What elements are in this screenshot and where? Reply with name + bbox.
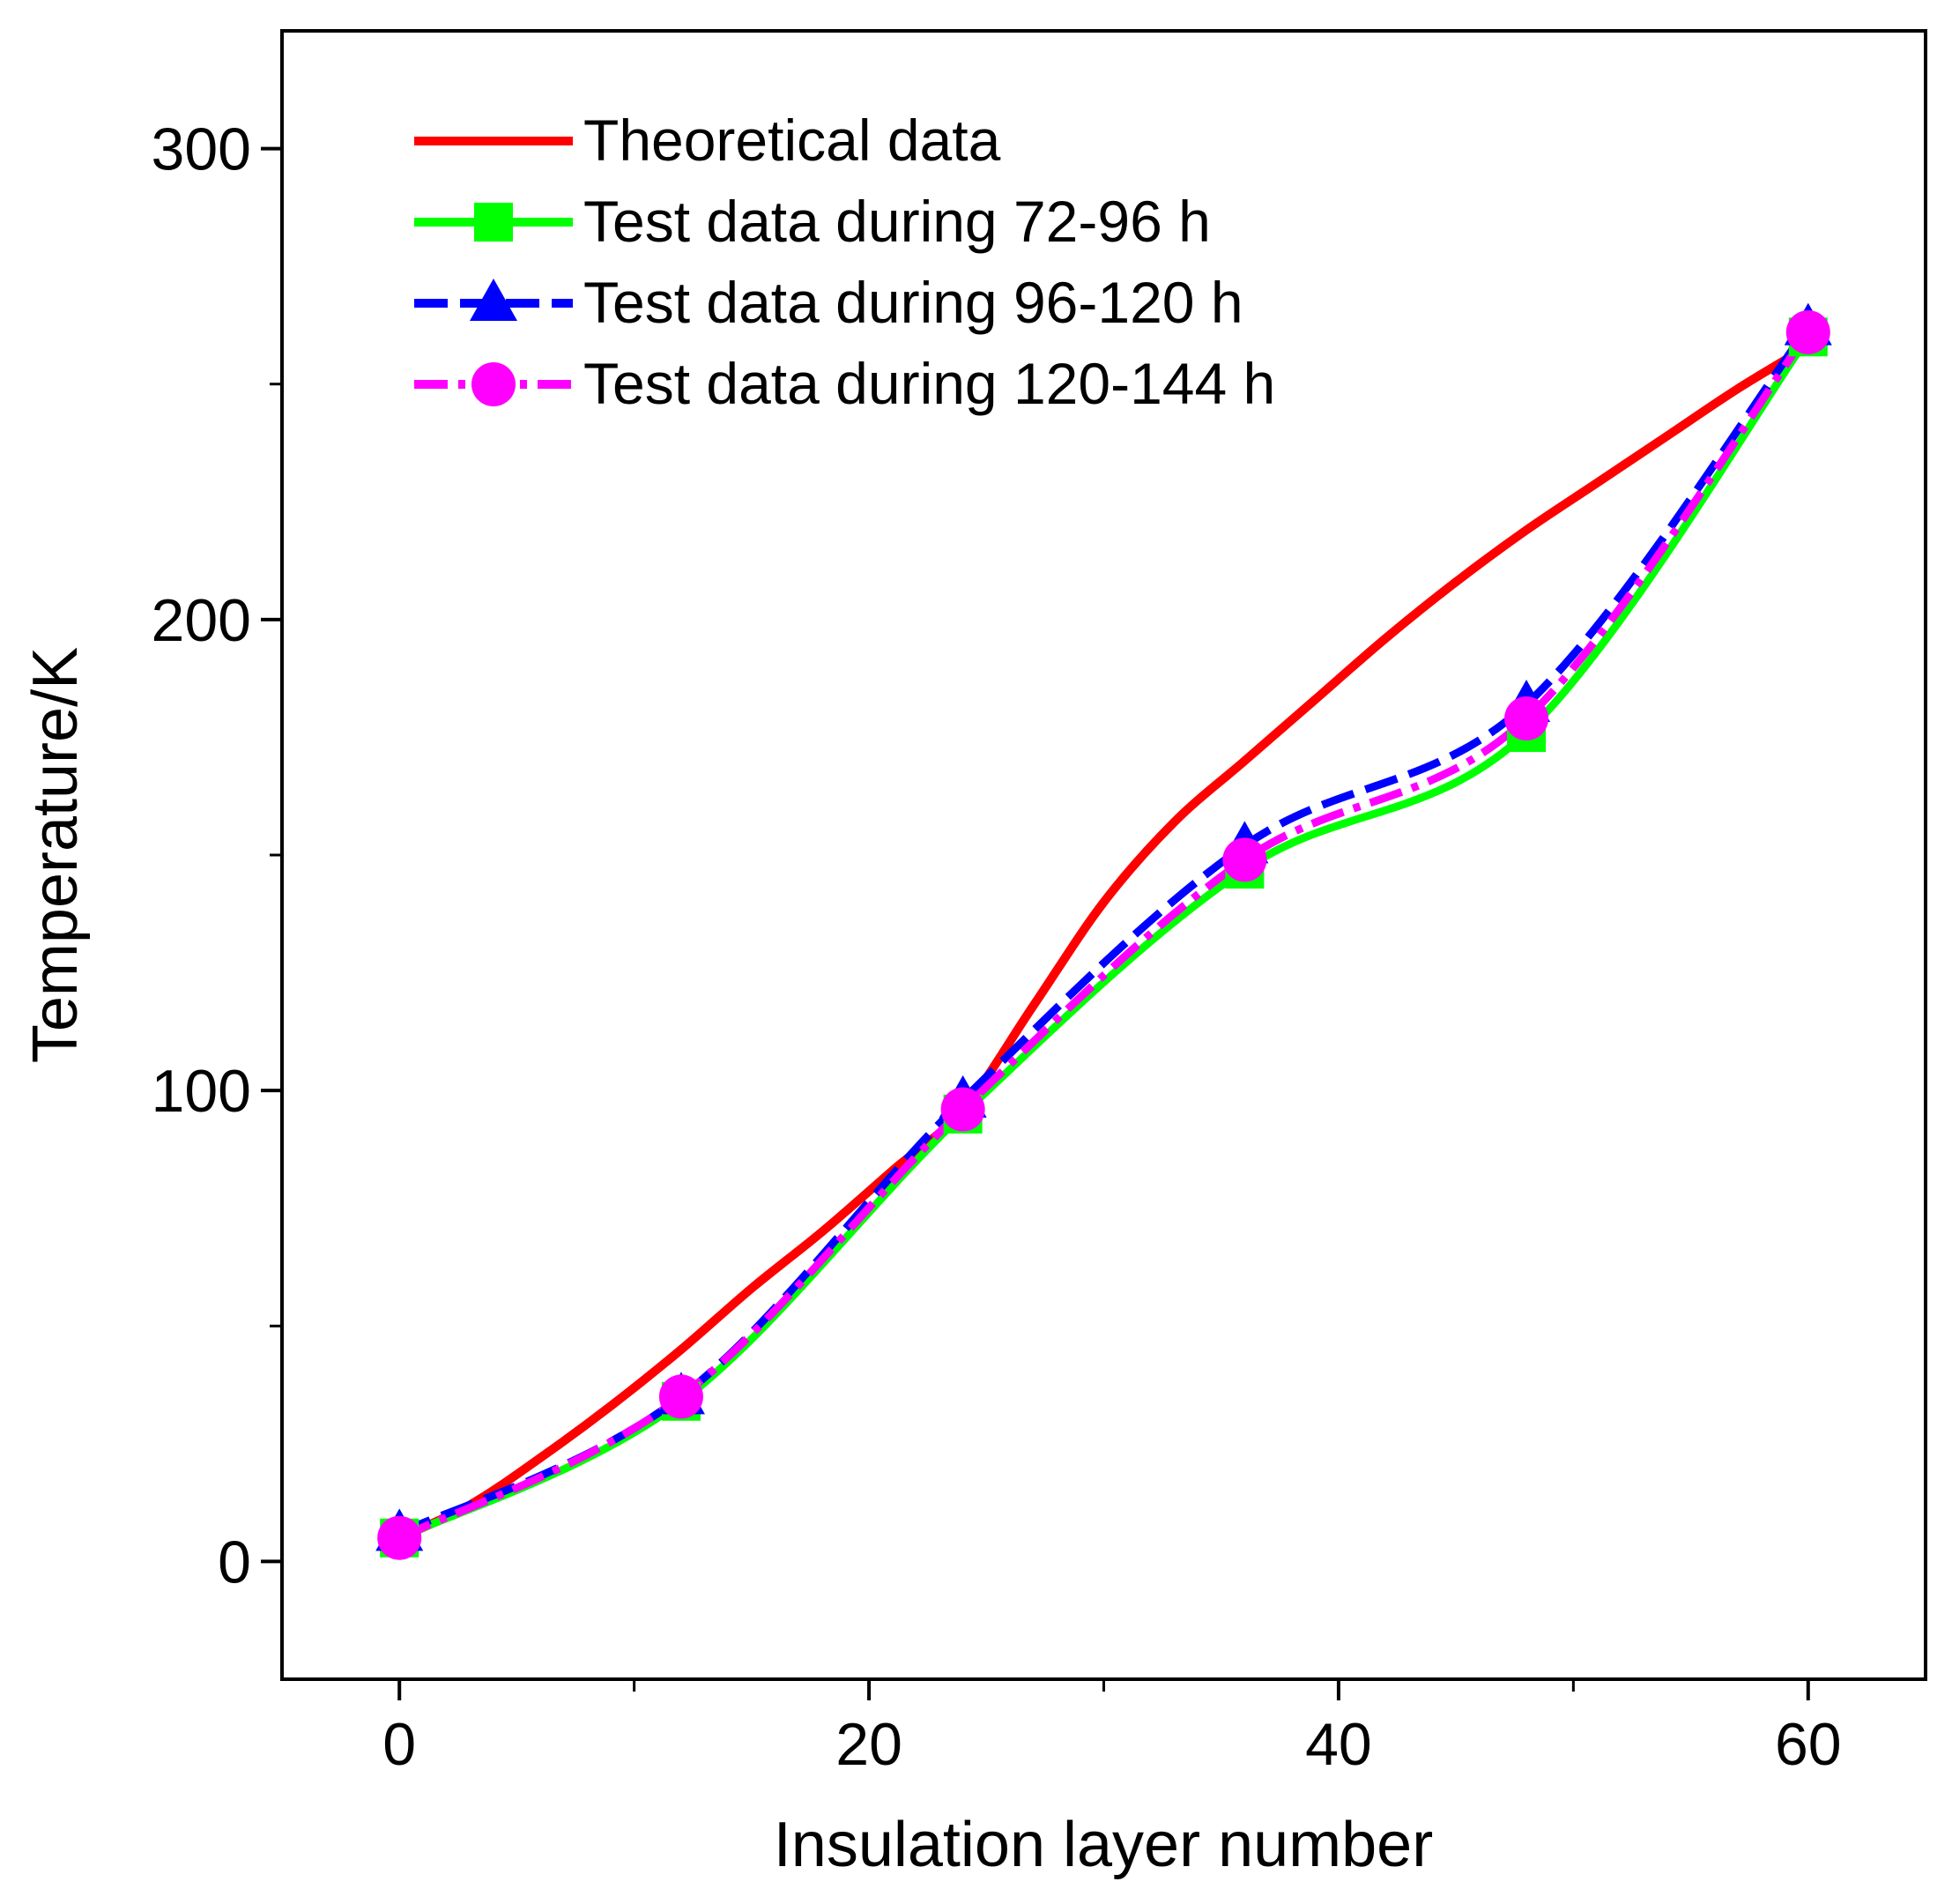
legend-marker-test-data-during-72-96-h <box>474 203 513 242</box>
legend-marker-test-data-during-120-144-h <box>471 362 516 406</box>
y-axis-label: Temperature/K <box>20 647 91 1063</box>
y-tick-label: 100 <box>152 1058 251 1125</box>
series-line-test-data-during-96-120-h <box>397 324 1812 1537</box>
x-tick-label: 0 <box>382 1711 416 1778</box>
legend-label-test-data-during-72-96-h: Test data during 72-96 h <box>583 189 1211 254</box>
x-tick-label: 40 <box>1305 1711 1372 1778</box>
series-line-test-data-during-120-144-h <box>397 330 1812 1542</box>
data-point-test-data-during-120-144-h <box>658 1374 703 1419</box>
series-line-theoretical-data <box>397 342 1811 1543</box>
legend-label-test-data-during-120-144-h: Test data during 120-144 h <box>583 351 1275 416</box>
x-tick-label: 20 <box>835 1711 902 1778</box>
data-point-test-data-during-120-144-h <box>940 1087 985 1132</box>
x-axis-label: Insulation layer number <box>774 1810 1433 1880</box>
y-tick-label: 0 <box>218 1528 251 1595</box>
x-tick-label: 60 <box>1775 1711 1842 1778</box>
data-point-test-data-during-120-144-h <box>1504 696 1549 741</box>
data-point-test-data-during-120-144-h <box>377 1515 422 1560</box>
legend-marker-test-data-during-96-120-h <box>470 279 517 321</box>
legend-label-theoretical-data: Theoretical data <box>583 108 1001 173</box>
series-line-test-data-during-72-96-h <box>397 334 1812 1542</box>
y-tick-label: 300 <box>152 116 251 183</box>
data-point-test-data-during-120-144-h <box>1222 837 1267 882</box>
y-tick-label: 200 <box>152 587 251 654</box>
data-point-test-data-during-120-144-h <box>1785 309 1830 354</box>
legend-label-test-data-during-96-120-h: Test data during 96-120 h <box>583 270 1243 335</box>
